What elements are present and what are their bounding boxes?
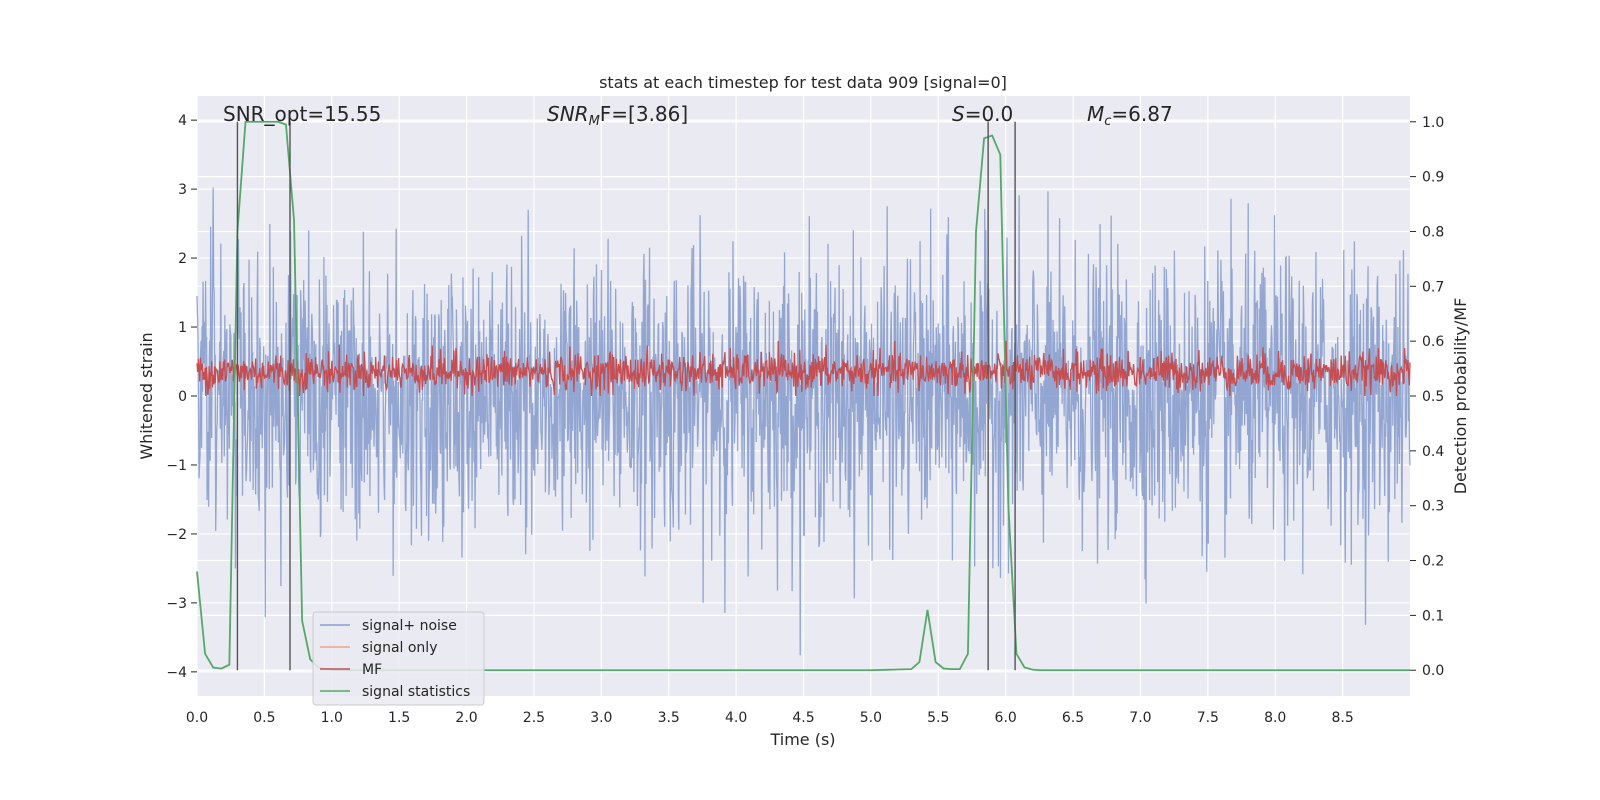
x-axis-label: Time (s)	[769, 730, 835, 749]
line-mf	[196, 340, 1411, 397]
y-tick-label: 4	[178, 113, 187, 129]
y2-axis-label: Detection probability/MF	[1451, 298, 1470, 495]
annotation-mc-sub: c	[1104, 114, 1111, 129]
annotation-s-symbol: S	[952, 102, 965, 126]
x-tick-label: 1.5	[388, 710, 410, 726]
x-tick-label: 6.5	[1062, 710, 1084, 726]
x-tick-label: 8.5	[1331, 710, 1353, 726]
y-tick-label: −1	[166, 458, 187, 474]
annotation-mc-symbol: M	[1087, 102, 1104, 126]
y2-tick-label: 0.0	[1422, 663, 1444, 679]
y-axis-label: Whitened strain	[137, 332, 156, 459]
x-tick-label: 2.5	[523, 710, 545, 726]
x-tick-labels: 0.0 0.5 1.0 1.5 2.0 2.5 3.0 3.5 4.0 4.5 5.0 5.5 6.0 6…	[186, 710, 1354, 726]
y-tick-labels: −4 −3 −2 −1 0 1 2 3 4	[166, 113, 197, 681]
y2-tick-label: 0.5	[1422, 389, 1444, 405]
y2-tick-label: 0.6	[1422, 334, 1444, 350]
annotation-snr-mf-symbol: SNR	[547, 102, 589, 126]
y2-tick-label: 0.1	[1422, 608, 1444, 624]
chart-title: stats at each timestep for test data 909…	[599, 73, 1007, 92]
x-tick-label: 6.0	[995, 710, 1017, 726]
x-tick-label: 3.0	[590, 710, 612, 726]
legend-label-signal-only: signal only	[362, 640, 437, 656]
series-mf	[196, 340, 1411, 397]
legend-label-signal-noise: signal+ noise	[362, 618, 457, 634]
annotation-snr-mf-sub: M	[589, 114, 600, 129]
annotation-mc-value: =6.87	[1111, 102, 1172, 126]
annotation-mc: Mc=6.87	[1087, 102, 1173, 129]
legend: signal+ noise signal only MF signal stat…	[312, 611, 485, 706]
y-tick-label: −3	[166, 596, 187, 612]
x-tick-label: 0.5	[253, 710, 275, 726]
y2-tick-labels: 0.0 0.1 0.2 0.3 0.4 0.5 0.6 0.7 0.8 0.9 1.0	[1410, 115, 1444, 679]
legend-box	[312, 611, 485, 706]
y-tick-label: 1	[178, 320, 187, 336]
x-tick-label: 4.5	[792, 710, 814, 726]
annotation-snr-mf: SNRMF=[3.86]	[547, 102, 688, 129]
y-tick-label: 0	[178, 389, 187, 405]
y2-tick-label: 0.7	[1422, 279, 1444, 295]
annotation-s: S=0.0	[952, 102, 1013, 126]
y2-tick-label: 1.0	[1422, 115, 1444, 131]
y-tick-label: −4	[166, 665, 187, 681]
x-tick-label: 7.0	[1129, 710, 1151, 726]
x-tick-label: 7.5	[1197, 710, 1219, 726]
x-tick-label: 4.0	[725, 710, 747, 726]
vertical-markers	[236, 121, 1016, 671]
x-tick-label: 0.0	[186, 710, 208, 726]
x-tick-label: 5.0	[860, 710, 882, 726]
y2-tick-label: 0.3	[1422, 499, 1444, 515]
annotation-snr-opt: SNR_opt=15.55	[223, 102, 381, 126]
y2-tick-label: 0.4	[1422, 444, 1444, 460]
x-tick-label: 8.0	[1264, 710, 1286, 726]
y2-tick-label: 0.8	[1422, 224, 1444, 240]
x-tick-label: 2.0	[455, 710, 477, 726]
y2-tick-label: 0.2	[1422, 554, 1444, 570]
annotation-s-value: =0.0	[965, 102, 1014, 126]
y2-tick-label: 0.9	[1422, 170, 1444, 186]
y-tick-label: −2	[166, 527, 187, 543]
line-signal-noise	[196, 187, 1411, 656]
x-tick-label: 5.5	[927, 710, 949, 726]
legend-label-signal-statistics: signal statistics	[362, 684, 470, 700]
y-tick-label: 3	[178, 182, 187, 198]
annotation-snr-mf-tail: F=[3.86]	[600, 102, 688, 126]
x-tick-label: 3.5	[658, 710, 680, 726]
y-tick-label: 2	[178, 251, 187, 267]
plot-area	[196, 96, 1411, 696]
x-tick-label: 1.0	[321, 710, 343, 726]
series-signal-noise	[196, 187, 1411, 656]
legend-label-mf: MF	[362, 662, 382, 678]
